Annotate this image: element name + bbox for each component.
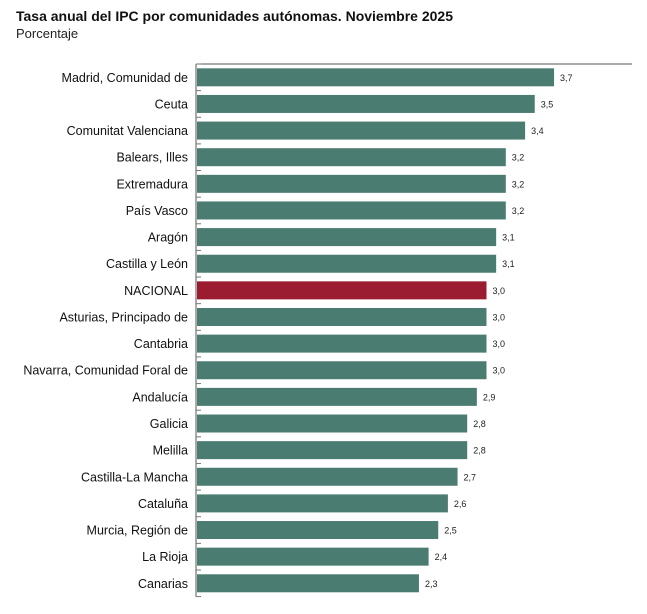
bar-6 <box>197 228 497 247</box>
category-label: Cataluña <box>138 497 188 511</box>
data-label: 2,8 <box>473 446 486 456</box>
data-label: 2,3 <box>425 579 438 589</box>
data-label: 3,4 <box>531 126 544 136</box>
bar-3 <box>197 148 506 167</box>
category-label: Andalucía <box>132 390 188 404</box>
bar-15 <box>197 467 458 486</box>
bar-14 <box>197 441 468 460</box>
bar-2 <box>197 121 526 140</box>
bar-11 <box>197 361 487 380</box>
bar-1 <box>197 94 535 113</box>
category-label: Extremadura <box>116 177 188 191</box>
data-label: 2,9 <box>483 392 496 402</box>
category-label: Asturias, Principado de <box>59 310 188 324</box>
category-label: Madrid, Comunidad de <box>62 71 189 85</box>
data-label: 3,0 <box>493 339 506 349</box>
data-label: 3,2 <box>512 153 525 163</box>
bar-8 <box>197 281 487 300</box>
category-label: Galicia <box>150 417 188 431</box>
category-label: Navarra, Comunidad Foral de <box>23 364 188 378</box>
chart-title: Tasa anual del IPC por comunidades autón… <box>16 8 453 24</box>
chart-subtitle: Porcentaje <box>16 26 79 41</box>
data-label: 3,0 <box>493 286 506 296</box>
bar-4 <box>197 174 506 193</box>
bar-13 <box>197 414 468 433</box>
category-label: Balears, Illes <box>116 151 188 165</box>
data-label: 3,2 <box>512 206 525 216</box>
data-label: 3,1 <box>502 233 515 243</box>
category-label: Canarias <box>138 577 188 591</box>
category-label: Melilla <box>153 444 188 458</box>
bar-10 <box>197 334 487 353</box>
data-label: 3,1 <box>502 259 515 269</box>
data-label: 3,0 <box>493 366 506 376</box>
data-label: 3,5 <box>541 99 554 109</box>
bar-18 <box>197 547 429 566</box>
bar-9 <box>197 307 487 326</box>
category-label: NACIONAL <box>124 284 188 298</box>
category-label: País Vasco <box>126 204 188 218</box>
data-label: 2,8 <box>473 419 486 429</box>
category-label: Castilla y León <box>106 257 188 271</box>
data-label: 2,6 <box>454 499 467 509</box>
data-label: 3,2 <box>512 179 525 189</box>
category-label: Aragón <box>148 231 188 245</box>
bar-7 <box>197 254 497 273</box>
category-label: Castilla-La Mancha <box>81 470 188 484</box>
bar-12 <box>197 387 477 406</box>
bar-17 <box>197 521 439 540</box>
category-label: Murcia, Región de <box>87 524 188 538</box>
data-label: 2,4 <box>435 552 448 562</box>
bar-16 <box>197 494 448 513</box>
bar-19 <box>197 574 419 593</box>
data-label: 2,7 <box>464 472 477 482</box>
category-label: Ceuta <box>155 97 188 111</box>
category-label: Cantabria <box>134 337 188 351</box>
data-label: 3,0 <box>493 312 506 322</box>
category-label: La Rioja <box>142 550 188 564</box>
data-label: 2,5 <box>444 526 457 536</box>
data-label: 3,7 <box>560 73 573 83</box>
bar-5 <box>197 201 506 220</box>
category-label: Comunitat Valenciana <box>67 124 188 138</box>
bar-0 <box>197 68 555 87</box>
